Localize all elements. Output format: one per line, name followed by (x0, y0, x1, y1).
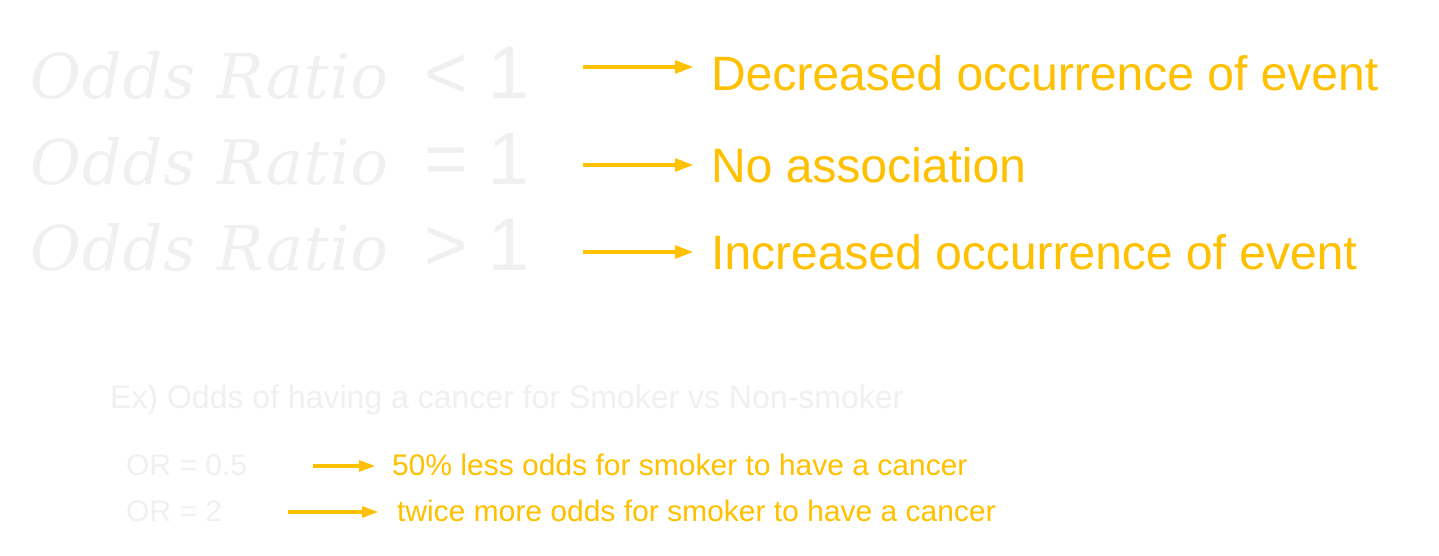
comparison-equal-one: = 1 (424, 117, 529, 200)
comparison-greater-than-one: > 1 (424, 203, 529, 286)
example-title: Ex) Odds of having a cancer for Smoker v… (110, 379, 904, 415)
rule-meaning-no-association: No association (711, 140, 1026, 193)
example-or-half-meaning: 50% less odds for smoker to have a cance… (392, 449, 968, 482)
rule-meaning-decreased: Decreased occurrence of event (711, 48, 1379, 101)
arrow-right-icon (313, 460, 375, 472)
odds-ratio-symbol: Odds Ratio (30, 212, 389, 285)
arrow-right-icon (583, 158, 693, 172)
odds-ratio-symbol: Odds Ratio (30, 126, 389, 199)
rule-meaning-increased: Increased occurrence of event (711, 227, 1357, 280)
odds-ratio-symbol: Odds Ratio (30, 40, 389, 113)
example-or-half-label: OR = 0.5 (126, 449, 247, 482)
arrow-right-icon (583, 60, 693, 74)
arrow-right-icon (288, 506, 378, 518)
comparison-less-than-one: < 1 (424, 31, 529, 114)
arrow-right-icon (583, 245, 693, 259)
example-or-two-meaning: twice more odds for smoker to have a can… (397, 495, 996, 528)
example-or-two-label: OR = 2 (126, 495, 222, 528)
